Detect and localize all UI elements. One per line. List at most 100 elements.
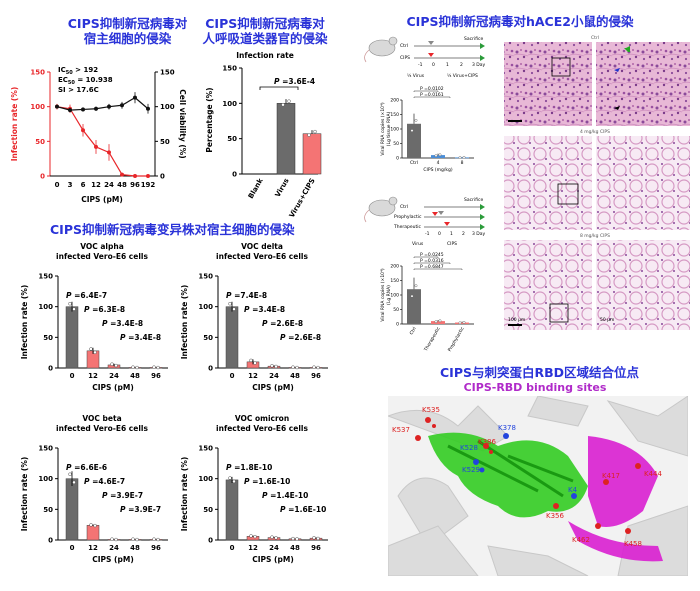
x-tick-label: 48 xyxy=(130,372,140,380)
data-point xyxy=(312,536,316,540)
arrow-icon xyxy=(614,106,620,110)
p-value-annotation: P =1.8E-10 xyxy=(226,463,272,472)
x-tick-label: Therapeutic xyxy=(423,326,442,354)
p-value: =6.6E-6 xyxy=(72,463,108,472)
x-tick-label: 96 xyxy=(151,544,161,552)
p-label: P xyxy=(226,291,232,300)
stat-ic-sub: 50 xyxy=(66,70,73,76)
data-point xyxy=(274,536,278,540)
schematic1-day-0: -1 xyxy=(418,62,423,68)
p-value-annotation: P =1.4E-10 xyxy=(262,491,308,500)
schematic2-day-2: 1 xyxy=(450,231,453,237)
schematic2-row-ctrl: Ctrl xyxy=(400,204,408,210)
schematic1-row-ctrl: Ctrl xyxy=(400,43,408,49)
schematic2-legend-cips: CIPS xyxy=(447,241,457,247)
organoid-p-label: P xyxy=(274,77,280,86)
y-axis-label-line1: Viral RNA copies (×10⁴) xyxy=(380,102,386,155)
x-tick-label: 12 xyxy=(88,372,98,380)
heading-variants: CIPS抑制新冠病毒变异株对宿主细胞的侵染 xyxy=(50,222,295,237)
y-tick-label: 0 xyxy=(40,173,45,181)
histology-4mg-zoom xyxy=(596,136,690,230)
rbd-green-domain xyxy=(428,432,588,518)
chart-title-line1: VOC beta xyxy=(82,414,121,423)
green-arrow-icon xyxy=(624,46,630,52)
x-tick-label: 0 xyxy=(70,372,75,380)
y-axis-label: Infection rate (%) xyxy=(20,457,29,532)
x-tick-label: Ctrl xyxy=(409,326,418,336)
chart-title-line1: VOC omicron xyxy=(235,414,289,423)
data-point xyxy=(232,479,236,484)
x-tick-label: 4 xyxy=(437,160,440,166)
data-point xyxy=(295,365,299,370)
data-point xyxy=(68,301,72,306)
schematic1-row-cips: CIPS xyxy=(400,55,410,61)
residue-k528: K528 xyxy=(460,444,478,452)
y-tick-label: 200 xyxy=(390,264,399,270)
y-tick-label: 50 xyxy=(203,506,213,514)
data-point xyxy=(295,537,299,541)
x-tick-label: 8 xyxy=(461,160,464,166)
p-label: P xyxy=(102,491,108,500)
data-point xyxy=(72,307,76,311)
schematic2-row-therapeutic: Therapeutic xyxy=(393,224,421,230)
x-tick-label: 96 xyxy=(130,181,140,189)
chart-title-line1: VOC delta xyxy=(241,242,283,251)
p-value-annotation: P =3.9E-7 xyxy=(120,505,161,514)
organoid-chart: Infection rate P =3.6E-4 0 50 100 150 Blank… xyxy=(205,51,322,218)
x-axis-label: CIPS (pM) xyxy=(92,383,134,392)
rbd-structure: K535 K537 K386 K417 K444 K356 K462 K458 … xyxy=(388,396,688,576)
schematic2-day-0: -1 xyxy=(425,231,430,237)
data-point xyxy=(253,361,257,365)
p-value: =2.6E-8 xyxy=(286,333,322,342)
data-point xyxy=(434,154,438,158)
x-tick-label: 12 xyxy=(88,544,98,552)
data-point xyxy=(93,523,97,528)
histology-8mg-overview xyxy=(504,240,592,330)
data-point xyxy=(133,174,137,178)
data-point xyxy=(89,523,93,527)
data-point xyxy=(120,172,124,177)
x-tick-label: 0 xyxy=(70,544,75,552)
p-label: P xyxy=(66,463,72,472)
y2-tick-label: 50 xyxy=(160,138,170,146)
p-value-annotation: P =3.4E-8 xyxy=(120,333,161,342)
y2-tick-label: 150 xyxy=(160,69,175,77)
data-point xyxy=(110,362,114,366)
chart-title-line2: infected Vero-E6 cells xyxy=(56,252,148,261)
bar xyxy=(302,133,322,175)
schematic2-day-4: 3 Day xyxy=(472,231,486,237)
bar xyxy=(86,525,100,541)
x-tick-label: 96 xyxy=(151,372,161,380)
schematic2-row-prophylactic: Prophylactic xyxy=(394,214,422,220)
heading-cell-infection: CIPS抑制新冠病毒对 宿主细胞的侵染 xyxy=(67,16,188,46)
p-value-annotation: P =1.6E-10 xyxy=(244,477,290,486)
data-point xyxy=(135,537,139,542)
organoid-p-value: =3.6E-4 xyxy=(280,77,316,86)
y-axis-label: Infection rate (%) xyxy=(180,285,189,360)
data-point xyxy=(270,535,274,539)
stat-ec-value: = 10.938 xyxy=(75,76,113,84)
y-tick-label: 150 xyxy=(30,69,45,77)
x-tick-label: 24 xyxy=(109,372,119,380)
y-tick-label: 200 xyxy=(390,98,399,104)
dose-xlabel: CIPS (pM) xyxy=(81,195,123,204)
x-axis-label: CIPS (pM) xyxy=(252,383,294,392)
data-point xyxy=(107,104,111,109)
data-point xyxy=(146,174,150,178)
p-value: =6.3E-8 xyxy=(90,305,126,314)
data-point xyxy=(114,363,118,368)
bar xyxy=(225,306,239,369)
x-tick-label: Ctrl xyxy=(410,160,418,166)
p-label: P xyxy=(244,305,250,314)
schematic2-end: Sacrifice xyxy=(464,197,483,203)
data-point xyxy=(438,319,442,323)
y2-tick-label: 100 xyxy=(160,103,175,111)
histology-scalebar xyxy=(508,120,522,122)
y-tick-label: 0 xyxy=(232,171,237,179)
y-axis-label-line1: Viral RNA copies (×10⁴) xyxy=(380,268,386,321)
data-point xyxy=(228,301,232,306)
p-value-annotation: P =0.6847 xyxy=(420,264,444,270)
schematic2-day-1: 0 xyxy=(438,231,441,237)
